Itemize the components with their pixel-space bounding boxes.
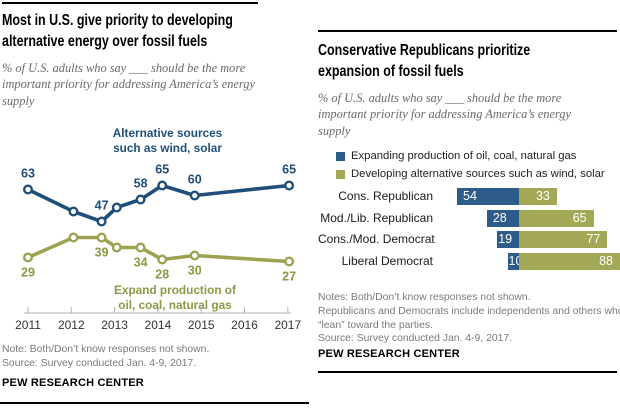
annotation-alternative-sources: Alternative sources such as wind, solar — [112, 126, 223, 155]
top-rule-left — [2, 2, 258, 4]
trend-point — [111, 202, 122, 213]
bar-segment-alternative: 65 — [519, 209, 594, 227]
x-axis-tick-label: 2011 — [15, 318, 41, 332]
left-note-text: Note: Both/Don’t know responses not show… — [2, 344, 210, 369]
annotation-expand-production: Expand production of oil, coal, natural … — [114, 283, 236, 312]
trend-point — [135, 194, 146, 205]
trend-point — [157, 180, 168, 191]
alternative-legend-swatch — [336, 169, 345, 179]
point-value-label: 30 — [188, 264, 202, 278]
point-value-label: 34 — [134, 256, 148, 270]
point-value-label: 47 — [95, 199, 109, 213]
legend-item-fossil: Expanding production of oil, coal, natur… — [336, 147, 605, 165]
point-value-label: 27 — [282, 270, 296, 284]
bar-segment-fossil: 28 — [486, 209, 519, 227]
fossil-legend-swatch — [336, 151, 345, 161]
trend-point — [111, 242, 122, 253]
trend-point — [189, 190, 200, 201]
point-value-label: 63 — [21, 167, 35, 181]
alt-trend-line — [27, 183, 290, 224]
trend-point — [135, 242, 146, 253]
point-value-label: 28 — [155, 268, 169, 282]
trend-point — [23, 184, 34, 195]
right-chart-subtitle: % of U.S. adults who say ___ should be t… — [318, 91, 571, 138]
right-chart-title: Conservative Republicans prioritize expa… — [318, 42, 531, 81]
left-chart-title: Most in U.S. give priority to developing… — [2, 12, 233, 51]
bottom-rule-right — [318, 371, 617, 373]
x-axis-tick-label: 2012 — [58, 318, 85, 332]
alternative-legend-label: Developing alternative sources such as w… — [351, 168, 605, 180]
bar-row: Mod./Lib. Republican 28 65 — [318, 209, 620, 227]
trend-point — [96, 216, 107, 227]
point-value-label: 39 — [95, 246, 109, 260]
trend-point — [157, 254, 168, 265]
trend-point — [23, 252, 34, 263]
bar-segment-fossil: 54 — [457, 188, 519, 205]
point-value-label: 58 — [134, 177, 148, 191]
bar-category-label: Liberal Democrat — [341, 253, 433, 268]
x-axis-tick-label: 2017 — [274, 318, 301, 332]
pew-research-center-wordmark-right: PEW RESEARCH CENTER — [318, 348, 460, 360]
trend-point — [189, 250, 200, 261]
bar-segment-fossil: 19 — [497, 231, 519, 248]
bar-segment-fossil: 10 — [507, 252, 522, 270]
point-value-label: 65 — [155, 163, 169, 177]
bar-segment-alternative: 77 — [519, 231, 608, 248]
bar-row: Liberal Democrat 10 88 — [318, 252, 620, 270]
left-chart-subtitle: % of U.S. adults who say ___ should be t… — [2, 61, 255, 108]
trend-point — [96, 232, 107, 243]
bar-category-label: Cons. Republican — [338, 189, 433, 203]
trend-point — [284, 256, 295, 267]
right-note-text: Notes: Both/Don’t know responses not sho… — [318, 292, 620, 345]
legend: Expanding production of oil, coal, natur… — [336, 147, 605, 183]
bar-segment-alternative: 33 — [519, 188, 557, 205]
panel-energy-trend: Most in U.S. give priority to developing… — [0, 2, 309, 404]
x-axis-tick-label: 2016 — [231, 318, 258, 332]
bar-row: Cons. Republican 54 33 — [318, 188, 620, 205]
point-value-label: 60 — [188, 173, 202, 187]
bar-value-label: 77 — [586, 232, 601, 246]
bar-segment-alternative: 88 — [519, 252, 620, 270]
trend-point — [68, 206, 79, 217]
panel-party-bars: Conservative Republicans prioritize expa… — [318, 0, 620, 410]
bar-value-label: 88 — [599, 253, 614, 268]
bar-value-label: 65 — [572, 210, 587, 225]
bar-category-label: Mod./Lib. Republican — [320, 210, 433, 225]
bar-value-label: 54 — [463, 189, 477, 203]
bar-value-label: 19 — [498, 232, 513, 246]
x-axis-tick-label: 2015 — [188, 318, 215, 332]
top-rule-right — [318, 30, 617, 32]
x-axis-tick-label: 2013 — [101, 318, 128, 332]
bar-value-label: 28 — [492, 210, 507, 225]
x-axis-tick-label: 2014 — [145, 318, 172, 332]
trend-point — [284, 180, 295, 191]
bar-category-label: Cons./Mod. Democrat — [318, 232, 435, 246]
trend-point — [68, 232, 79, 243]
pew-research-center-wordmark-left: PEW RESEARCH CENTER — [2, 377, 144, 389]
point-value-label: 29 — [21, 266, 35, 280]
trend-chart: 2011 2012 2013 2014 2015 2016 2017 63 47 58 65 60 65… — [15, 163, 301, 333]
legend-item-alternative: Developing alternative sources such as w… — [336, 165, 605, 183]
bar-value-label: 33 — [535, 189, 550, 203]
bar-row: Cons./Mod. Democrat 19 77 — [318, 231, 620, 248]
party-bar-chart: Cons. Republican 54 33 Mod./Lib. Republican… — [318, 188, 620, 272]
point-value-label: 65 — [282, 163, 296, 177]
fossil-legend-label: Expanding production of oil, coal, natur… — [351, 150, 577, 162]
bottom-rule-left — [0, 402, 309, 404]
bar-value-label: 10 — [508, 253, 523, 268]
